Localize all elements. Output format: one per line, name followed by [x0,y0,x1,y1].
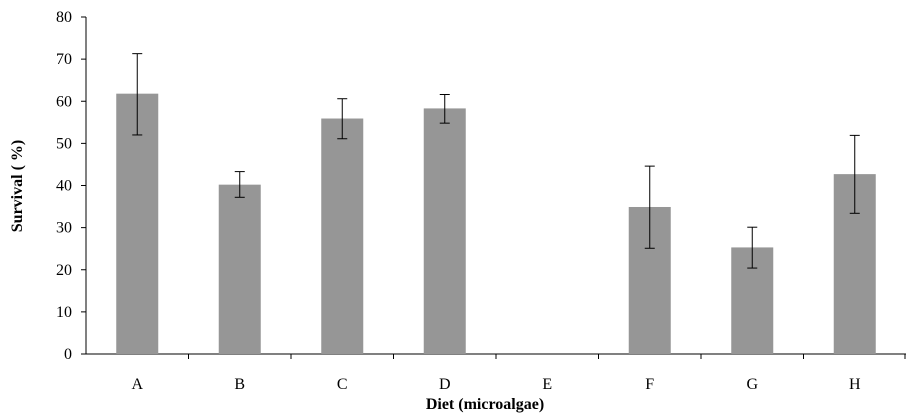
y-tick-label: 50 [56,135,72,152]
bar [321,118,364,355]
y-tick-label: 60 [56,93,72,110]
x-tick-label: F [645,376,654,393]
x-tick-label: B [234,376,245,393]
y-tick-label: 40 [56,178,72,195]
x-tick-label: C [337,376,348,393]
y-tick-label: 10 [56,304,72,321]
x-tick-label: G [746,376,758,393]
bar [116,93,159,354]
bar [218,184,261,354]
x-tick-label: H [849,376,861,393]
plot-area: 0 10 20 30 40 50 60 70 80 A B C D E F G H [56,9,906,393]
y-axis-title: Survival ( %) [9,140,26,232]
y-tick-label: 30 [56,220,72,237]
x-tick-label: D [439,376,451,393]
y-tick-label: 80 [56,9,72,26]
y-tick-label: 0 [64,346,72,363]
y-tick-label: 70 [56,51,72,68]
x-tick-label: E [542,376,552,393]
y-tick-label: 20 [56,262,72,279]
bar [423,108,466,354]
x-axis-title: Diet (microalgae) [426,396,544,413]
x-tick-label: A [131,376,143,393]
